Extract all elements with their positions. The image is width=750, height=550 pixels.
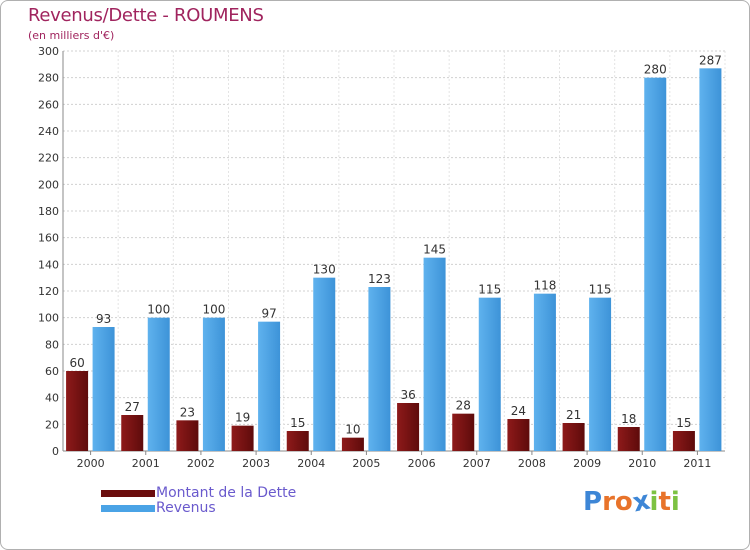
data-label-revenus: 280 [644, 63, 667, 77]
logo-letter: t [658, 487, 671, 517]
y-tick-label: 240 [38, 125, 59, 138]
bar-revenus [478, 297, 501, 451]
data-label-revenus: 100 [147, 303, 170, 317]
logo-letter: i [649, 487, 659, 517]
chart-subtitle: (en milliers d'€) [28, 29, 115, 42]
bar-dette [176, 420, 199, 451]
x-tick-label: 2003 [242, 457, 270, 470]
data-label-revenus: 97 [261, 307, 276, 321]
data-label-dette: 15 [676, 416, 691, 430]
bar-revenus [423, 257, 446, 451]
x-tick-label: 2006 [408, 457, 436, 470]
bar-revenus [147, 317, 170, 451]
bar-dette [397, 403, 420, 451]
x-tick-label: 2008 [518, 457, 546, 470]
x-tick-label: 2004 [297, 457, 325, 470]
proxiti-logo: Proxiti [583, 486, 680, 519]
x-tick-label: 2000 [77, 457, 105, 470]
y-tick-label: 260 [38, 98, 59, 111]
y-tick-label: 140 [38, 258, 59, 271]
bar-dette [66, 371, 89, 451]
bar-dette [231, 425, 254, 451]
y-tick-label: 0 [52, 445, 59, 458]
legend-label-revenus: Revenus [156, 500, 216, 516]
y-tick-label: 200 [38, 178, 59, 191]
bar-revenus [313, 277, 336, 451]
bar-dette [121, 415, 144, 451]
logo-letter: P [583, 487, 603, 517]
y-tick-label: 280 [38, 72, 59, 85]
data-label-revenus: 93 [96, 312, 111, 326]
data-label-dette: 10 [345, 423, 360, 437]
data-label-revenus: 130 [313, 263, 336, 277]
y-tick-label: 300 [38, 45, 59, 58]
data-label-dette: 36 [400, 388, 415, 402]
x-tick-label: 2010 [628, 457, 656, 470]
y-tick-label: 220 [38, 152, 59, 165]
x-tick-label: 2002 [187, 457, 215, 470]
y-tick-label: 180 [38, 205, 59, 218]
bar-dette [507, 419, 530, 451]
y-tick-label: 120 [38, 285, 59, 298]
x-tick-label: 2011 [683, 457, 711, 470]
data-label-dette: 18 [621, 412, 636, 426]
data-label-dette: 27 [125, 400, 140, 414]
x-tick-label: 2009 [573, 457, 601, 470]
logo-letter: i [670, 487, 680, 517]
data-label-dette: 15 [290, 416, 305, 430]
y-tick-label: 100 [38, 312, 59, 325]
bar-revenus [368, 287, 391, 451]
y-tick-label: 160 [38, 232, 59, 245]
x-tick-label: 2001 [132, 457, 160, 470]
data-label-revenus: 100 [202, 303, 225, 317]
bar-revenus [533, 293, 556, 451]
x-tick-label: 2005 [352, 457, 380, 470]
data-label-revenus: 115 [478, 283, 501, 297]
bar-revenus [202, 317, 225, 451]
legend-label-dette: Montant de la Dette [156, 485, 297, 501]
data-label-dette: 60 [69, 356, 84, 370]
y-tick-label: 60 [45, 365, 59, 378]
bar-dette [341, 437, 364, 451]
legend-swatch-dette [101, 490, 155, 497]
y-tick-label: 20 [45, 418, 59, 431]
bar-revenus [258, 321, 281, 451]
data-label-revenus: 115 [589, 283, 612, 297]
data-label-dette: 24 [511, 404, 526, 418]
data-label-revenus: 118 [533, 279, 556, 293]
data-label-revenus: 123 [368, 272, 391, 286]
bar-dette [562, 423, 585, 451]
data-label-revenus: 287 [699, 53, 722, 67]
bar-dette [617, 427, 640, 451]
y-tick-label: 80 [45, 338, 59, 351]
bar-dette [672, 431, 695, 451]
data-label-dette: 21 [566, 408, 581, 422]
bar-revenus [92, 327, 115, 451]
y-tick-label: 40 [45, 392, 59, 405]
x-tick-label: 2007 [463, 457, 491, 470]
bar-dette [286, 431, 309, 451]
chart-title: Revenus/Dette - ROUMENS [28, 5, 264, 26]
bar-dette [452, 413, 475, 451]
bar-revenus [644, 77, 667, 452]
data-label-revenus: 145 [423, 243, 446, 257]
logo-letter: o [614, 487, 633, 517]
bar-revenus [699, 68, 722, 451]
data-label-dette: 28 [456, 399, 471, 413]
data-label-dette: 19 [235, 411, 250, 425]
legend-swatch-revenus [101, 505, 155, 512]
logo-letter: r [602, 487, 615, 517]
data-label-dette: 23 [180, 405, 195, 419]
bar-revenus [589, 297, 612, 451]
